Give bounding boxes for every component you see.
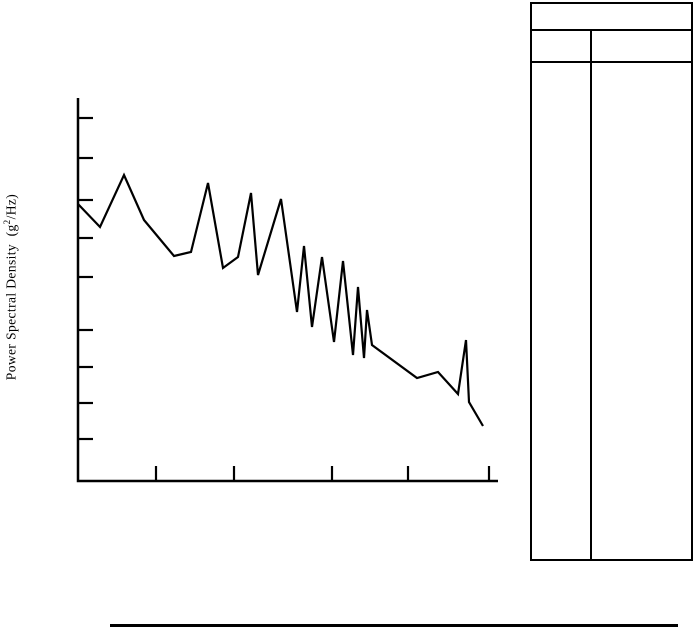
table-cell-row3-col1 [532, 63, 590, 559]
table-row-divider-1 [530, 29, 693, 31]
footer-rule [110, 624, 678, 627]
table-outer-border [530, 2, 693, 561]
table-cell-row2-col2 [592, 31, 691, 61]
table-cell-row3-col2 [592, 63, 691, 559]
table-column-divider [590, 29, 592, 561]
axis-frame [76, 98, 498, 483]
table-cell-header [532, 4, 691, 29]
psd-data-line [77, 172, 484, 427]
table-cell-row2-col1 [532, 31, 590, 61]
table-row-divider-2 [530, 61, 693, 63]
